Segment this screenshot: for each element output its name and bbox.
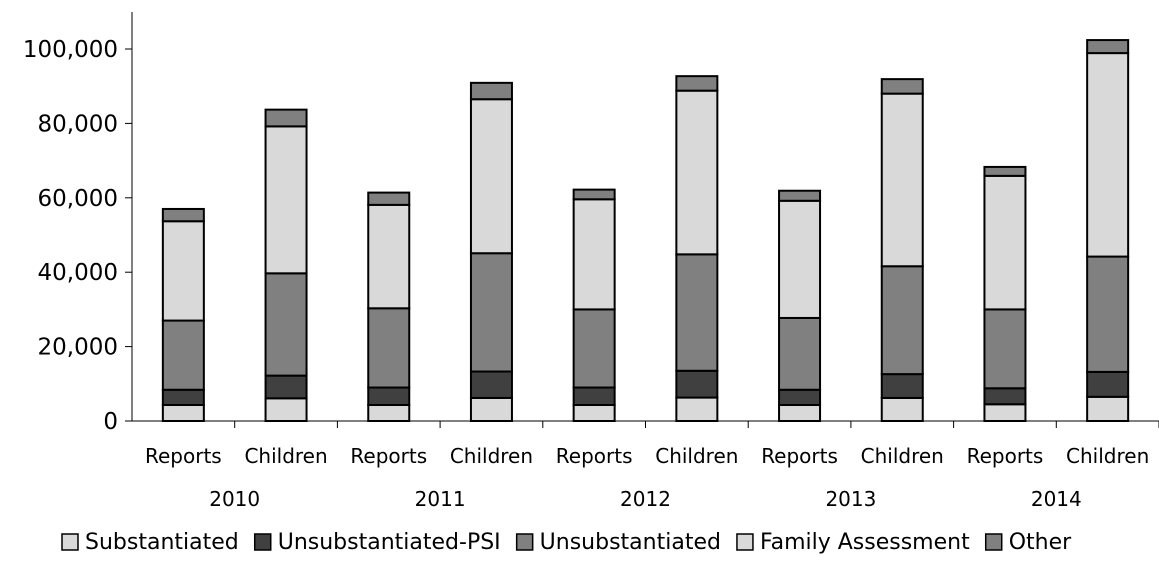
bar-segment-substantiated: [880, 396, 924, 423]
x-category-label: Children: [655, 444, 738, 468]
bar-segment-other: [264, 108, 308, 128]
y-tick-label: 40,000: [38, 260, 118, 286]
bar-segment-unsubstantiated: [1086, 255, 1130, 373]
legend-swatch: [61, 533, 79, 551]
bar-segment-unsubstantiated-psi: [880, 373, 924, 399]
bar-segment-unsubstantiated: [778, 316, 822, 391]
bars: [161, 39, 1130, 423]
bar-segment-unsubstantiated-psi: [161, 388, 205, 407]
bar-segment-other: [983, 165, 1027, 177]
legend-swatch: [515, 533, 534, 551]
x-category-label: Reports: [350, 444, 427, 468]
x-category-label: Reports: [145, 444, 222, 468]
bar-segment-unsubstantiated-psi: [1086, 370, 1130, 398]
x-category-label: Children: [244, 444, 327, 468]
bar-segment-family-assessment: [880, 92, 924, 268]
bar-segment-substantiated: [572, 404, 616, 422]
bar-segment-family-assessment: [983, 174, 1027, 311]
bar-segment-unsubstantiated-psi: [469, 370, 513, 399]
bar-segment-other: [572, 188, 616, 201]
x-group-label: 2010: [209, 487, 260, 511]
y-tick-label: 60,000: [38, 186, 118, 212]
legend-label: Other: [1009, 530, 1072, 555]
bar-segment-unsubstantiated: [880, 265, 924, 376]
x-category-label: Children: [861, 444, 944, 468]
x-category-label: Children: [450, 444, 533, 468]
legend-swatch: [984, 533, 1003, 551]
x-category-label: Reports: [556, 444, 633, 468]
x-axis: Reports Children Reports Children Reports Chi…: [132, 420, 1159, 511]
x-category-label: Children: [1066, 444, 1149, 468]
bar-segment-other: [675, 75, 719, 92]
bar-segment-unsubstantiated: [983, 308, 1027, 390]
legend-label: Unsubstantiated-PSI: [278, 530, 501, 555]
legend-label: Unsubstantiated: [540, 530, 721, 555]
bar-segment-other: [469, 81, 513, 101]
bar-segment-substantiated: [161, 404, 205, 422]
legend-swatch: [736, 533, 754, 551]
x-group-label: 2013: [825, 487, 876, 511]
x-group-label: 2011: [415, 487, 466, 511]
y-tick-label: 0: [103, 409, 118, 435]
legend-label: Family Assessment: [760, 530, 970, 555]
y-tick-label: 20,000: [38, 335, 118, 361]
legend-swatch: [253, 533, 272, 551]
bar-segment-unsubstantiated: [161, 319, 205, 391]
x-category-label: Reports: [761, 444, 838, 468]
bar-segment-unsubstantiated: [469, 252, 513, 373]
y-axis: 0 20,000 40,000 60,000 80,000 100,000: [23, 12, 133, 435]
bar-segment-unsubstantiated-psi: [675, 369, 719, 399]
x-group-label: 2012: [620, 487, 671, 511]
legend: Substantiated Unsubstantiated-PSI Unsubsta…: [61, 530, 1072, 555]
bar-segment-other: [161, 207, 205, 223]
bar-segment-substantiated: [469, 396, 513, 423]
bar-segment-other: [1086, 39, 1130, 55]
legend-label: Substantiated: [85, 530, 239, 555]
x-group-label: 2014: [1031, 487, 1082, 511]
bar-segment-family-assessment: [469, 98, 513, 255]
bar-segment-family-assessment: [1086, 52, 1130, 258]
bar-segment-family-assessment: [778, 199, 822, 319]
bar-segment-substantiated: [1086, 395, 1130, 423]
bar-segment-unsubstantiated: [572, 308, 616, 389]
bar-segment-family-assessment: [264, 125, 308, 275]
bar-segment-family-assessment: [161, 220, 205, 322]
bar-segment-unsubstantiated-psi: [367, 386, 411, 407]
bar-segment-family-assessment: [572, 198, 616, 311]
bar-segment-substantiated: [367, 404, 411, 422]
bar-segment-other: [778, 189, 822, 202]
bar-segment-family-assessment: [367, 203, 411, 310]
bar-segment-other: [880, 78, 924, 95]
bar-segment-substantiated: [983, 403, 1027, 423]
bar-segment-unsubstantiated-psi: [983, 387, 1027, 406]
bar-segment-other: [367, 191, 411, 206]
x-category-label: Reports: [967, 444, 1044, 468]
y-tick-label: 100,000: [23, 37, 118, 63]
bar-segment-unsubstantiated-psi: [778, 388, 822, 407]
bar-segment-unsubstantiated-psi: [572, 386, 616, 407]
bar-segment-unsubstantiated-psi: [264, 374, 308, 400]
bar-segment-unsubstantiated: [367, 307, 411, 389]
bar-segment-unsubstantiated: [675, 253, 719, 372]
bar-segment-substantiated: [778, 404, 822, 422]
bar-segment-unsubstantiated: [264, 272, 308, 377]
bar-segment-substantiated: [264, 397, 308, 423]
bar-segment-substantiated: [675, 396, 719, 422]
y-tick-label: 80,000: [38, 111, 118, 137]
bar-segment-family-assessment: [675, 89, 719, 256]
